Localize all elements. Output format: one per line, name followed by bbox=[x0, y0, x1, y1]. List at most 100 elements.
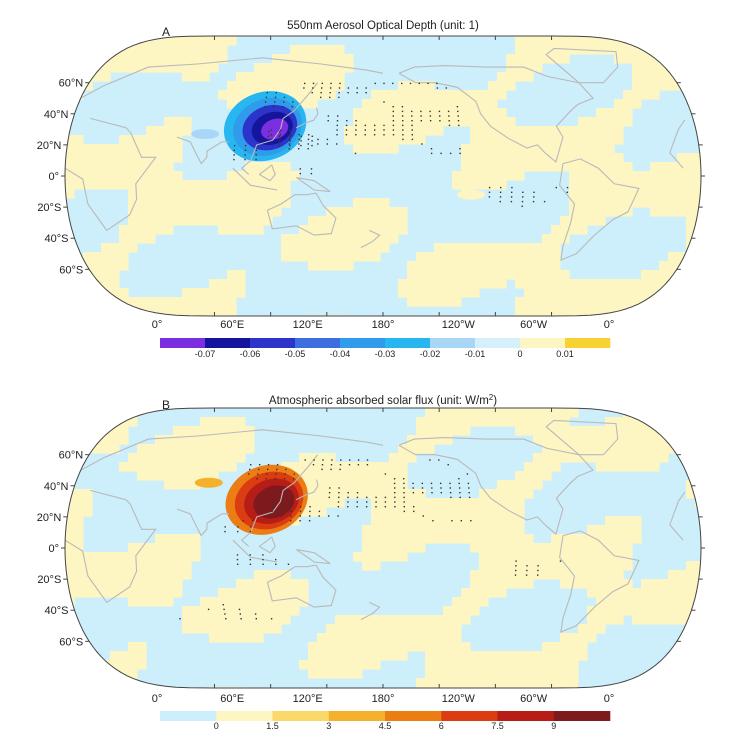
field-cell bbox=[560, 435, 570, 445]
stipple-dot bbox=[447, 464, 449, 466]
field-cell bbox=[596, 162, 606, 172]
field-cell bbox=[326, 480, 336, 490]
stipple-dot bbox=[346, 120, 348, 122]
field-cell bbox=[596, 534, 606, 544]
field-cell bbox=[236, 606, 246, 616]
field-cell bbox=[551, 126, 561, 136]
stipple-dot bbox=[383, 129, 385, 131]
field-cell bbox=[560, 234, 570, 244]
stipple-dot bbox=[412, 492, 415, 494]
field-cell bbox=[470, 570, 480, 580]
stipple-dot bbox=[403, 487, 405, 489]
field-cell bbox=[533, 162, 543, 172]
field-cell bbox=[371, 633, 381, 643]
field-cell bbox=[587, 36, 597, 46]
coastline bbox=[545, 419, 619, 456]
field-cell bbox=[596, 615, 606, 625]
field-cell bbox=[488, 534, 498, 544]
field-cell bbox=[542, 54, 552, 64]
coastline bbox=[258, 164, 276, 182]
field-cell bbox=[695, 81, 701, 91]
field-cell bbox=[587, 453, 597, 463]
stipple-dot bbox=[457, 120, 460, 122]
stipple-dot bbox=[270, 618, 273, 620]
field-cell bbox=[416, 678, 426, 688]
field-cell bbox=[389, 90, 399, 100]
field-cell bbox=[164, 306, 174, 316]
field-cell bbox=[128, 462, 138, 472]
field-cell bbox=[461, 108, 471, 118]
field-cell bbox=[452, 99, 462, 109]
field-cell bbox=[524, 426, 534, 436]
field-cell bbox=[200, 417, 210, 427]
field-cell bbox=[389, 624, 399, 634]
field-cell bbox=[227, 426, 237, 436]
stipple-dot bbox=[510, 200, 513, 203]
field-cell bbox=[407, 525, 417, 535]
field-cell bbox=[506, 117, 516, 127]
field-cell bbox=[542, 552, 552, 562]
field-cell bbox=[659, 270, 669, 280]
stipple-dot bbox=[373, 134, 376, 136]
field-cell bbox=[479, 543, 489, 553]
field-cell bbox=[263, 72, 273, 82]
field-cell bbox=[245, 435, 255, 445]
field-cell bbox=[434, 426, 444, 436]
feature-patch bbox=[191, 129, 220, 139]
field-cell bbox=[227, 633, 237, 643]
stipple-dot bbox=[321, 464, 324, 466]
field-cell bbox=[497, 579, 507, 589]
field-cell bbox=[335, 471, 345, 481]
field-cell bbox=[245, 171, 255, 181]
field-cell bbox=[587, 45, 597, 55]
field-cell bbox=[488, 270, 498, 280]
field-cell bbox=[614, 108, 624, 118]
stipple-dot bbox=[225, 618, 227, 620]
field-cell bbox=[74, 543, 84, 553]
field-cell bbox=[488, 570, 498, 580]
field-cell bbox=[245, 615, 255, 625]
field-cell bbox=[641, 72, 651, 82]
field-cell bbox=[479, 243, 489, 253]
field-cell bbox=[434, 642, 444, 652]
field-cell bbox=[74, 315, 84, 316]
stipple-dot bbox=[298, 134, 300, 136]
field-cell bbox=[515, 72, 525, 82]
field-cell bbox=[614, 606, 624, 616]
stipple-dot bbox=[284, 473, 286, 475]
field-cell bbox=[119, 651, 129, 661]
field-cell bbox=[263, 216, 273, 226]
field-cell bbox=[110, 561, 120, 571]
field-cell bbox=[578, 561, 588, 571]
field-cell bbox=[542, 288, 552, 298]
field-cell bbox=[560, 288, 570, 298]
field-cell bbox=[353, 135, 363, 145]
map-a bbox=[64, 35, 702, 317]
field-cell bbox=[407, 108, 417, 118]
stipple-dot bbox=[403, 478, 405, 480]
field-cell bbox=[515, 54, 525, 64]
stipple-dot bbox=[233, 158, 235, 161]
field-cell bbox=[443, 270, 453, 280]
field-cell bbox=[389, 543, 399, 553]
field-cell bbox=[398, 651, 408, 661]
stipple-dot bbox=[326, 138, 329, 141]
field-cell bbox=[173, 471, 183, 481]
field-cell bbox=[344, 669, 354, 679]
field-cell bbox=[596, 117, 606, 127]
field-cell bbox=[164, 471, 174, 481]
field-cell bbox=[668, 252, 678, 262]
field-cell bbox=[623, 588, 633, 598]
field-cell bbox=[146, 189, 156, 199]
field-cell bbox=[650, 207, 660, 217]
stipple-dot bbox=[288, 148, 290, 150]
field-cell bbox=[497, 153, 507, 163]
stipple-dot bbox=[392, 120, 395, 122]
field-cell bbox=[119, 579, 129, 589]
field-cell bbox=[209, 633, 219, 643]
field-cell bbox=[146, 588, 156, 598]
field-cell bbox=[506, 252, 516, 262]
field-cell bbox=[488, 498, 498, 508]
stipple-dot bbox=[488, 196, 491, 198]
field-cell bbox=[425, 108, 435, 118]
